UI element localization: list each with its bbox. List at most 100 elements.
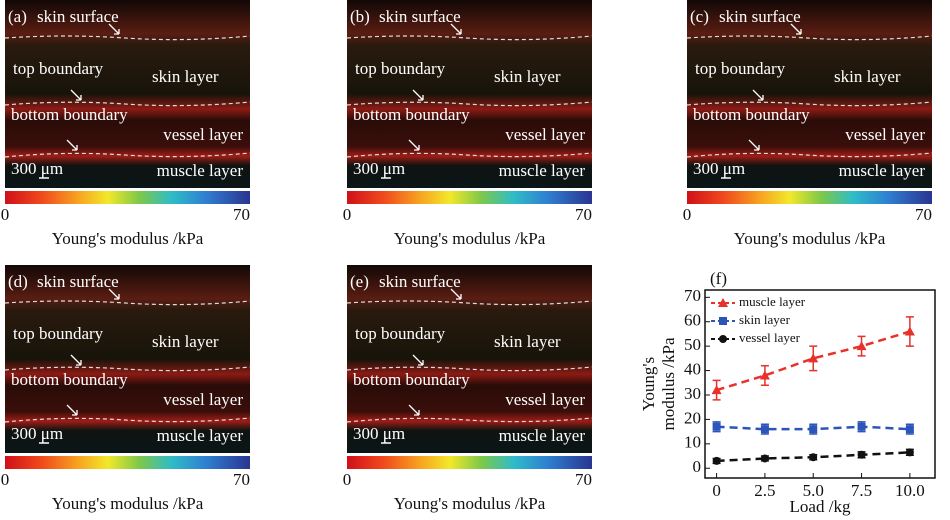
point — [719, 317, 727, 325]
boundary-line — [4, 101, 251, 107]
tissue-image — [687, 0, 932, 188]
arrow — [790, 23, 802, 35]
colorbar — [5, 191, 250, 204]
panel: (d) skin surface top boundary skin layer bot… — [1, 265, 251, 513]
series-line — [716, 330, 911, 392]
arrow — [70, 89, 82, 101]
point — [904, 326, 915, 336]
point — [711, 385, 722, 395]
colorbar — [347, 456, 592, 469]
annotation: top boundary — [13, 324, 104, 343]
annotation: top boundary — [355, 324, 446, 343]
arrow — [408, 404, 420, 416]
boundary-line — [346, 417, 593, 423]
point — [712, 422, 721, 431]
boundary-line — [4, 366, 251, 372]
arrow — [752, 89, 764, 101]
point — [718, 298, 728, 307]
y-tick-label: 70 — [684, 286, 701, 305]
x-tick-label: 2.5 — [754, 481, 775, 500]
annotation: 300 μm — [693, 159, 745, 178]
colorbar-tick-label: 0 — [343, 470, 352, 489]
annotation: bottom boundary — [353, 105, 470, 124]
point — [809, 453, 818, 462]
panel: (e) skin surface top boundary skin layer bot… — [343, 265, 593, 513]
y-tick-label: 0 — [693, 457, 702, 476]
x-tick-label: 5.0 — [803, 481, 824, 500]
annotation: 300 μm — [11, 424, 63, 443]
tissue-image — [347, 265, 592, 453]
colorbar-label: Young's modulus /kPa — [52, 229, 204, 248]
colorbar — [687, 191, 932, 204]
arrow — [66, 139, 78, 151]
point — [809, 425, 818, 434]
legend-label: muscle layer — [739, 294, 806, 309]
point — [759, 370, 770, 380]
annotation: vessel layer — [845, 125, 925, 144]
arrow — [412, 354, 424, 366]
boundary-line — [4, 152, 251, 158]
annotation: skin layer — [834, 67, 901, 86]
x-tick-label: 10.0 — [895, 481, 925, 500]
tissue-image — [347, 0, 592, 188]
arrow — [450, 288, 462, 300]
arrow — [66, 404, 78, 416]
y-tick-label: 40 — [684, 359, 701, 378]
point — [857, 450, 866, 459]
arrow — [70, 354, 82, 366]
arrow — [108, 23, 120, 35]
annotation: vessel layer — [163, 390, 243, 409]
point — [905, 448, 914, 457]
y-tick-label: 20 — [684, 408, 701, 427]
colorbar-tick-label: 70 — [915, 205, 932, 224]
x-axis-label: Load /kg — [790, 497, 851, 516]
annotation: skin layer — [152, 332, 219, 351]
boundary-line — [346, 152, 593, 158]
legend-label: skin layer — [739, 312, 791, 327]
boundary-line — [346, 300, 593, 306]
annotation: skin layer — [494, 332, 561, 351]
annotation: muscle layer — [839, 161, 926, 180]
plot-frame — [704, 289, 936, 479]
annotation: 300 μm — [353, 159, 405, 178]
legend-label: vessel layer — [739, 330, 801, 345]
tissue-image — [5, 0, 250, 188]
annotation: top boundary — [695, 59, 786, 78]
panel-label: (f) — [710, 269, 727, 288]
arrow — [108, 288, 120, 300]
boundary-line — [686, 101, 933, 107]
annotation: 300 μm — [353, 424, 405, 443]
colorbar-tick-label: 70 — [233, 470, 250, 489]
panel-label: (c) — [690, 7, 709, 26]
boundary-line — [346, 101, 593, 107]
annotation: skin layer — [494, 67, 561, 86]
annotation: bottom boundary — [11, 370, 128, 389]
annotation: muscle layer — [157, 161, 244, 180]
annotation: skin layer — [152, 67, 219, 86]
y-axis-label: modulus /kPa — [659, 337, 678, 430]
annotation: muscle layer — [499, 161, 586, 180]
colorbar — [347, 191, 592, 204]
colorbar-label: Young's modulus /kPa — [734, 229, 886, 248]
point — [719, 335, 727, 343]
x-tick-label: 0 — [712, 481, 721, 500]
boundary-line — [4, 35, 251, 41]
arrow — [408, 139, 420, 151]
annotation: skin surface — [379, 272, 461, 291]
arrow — [450, 23, 462, 35]
panel-label: (b) — [350, 7, 370, 26]
panel: (a) skin surface top boundary skin layer bot… — [1, 0, 251, 248]
panel-label: (d) — [8, 272, 28, 291]
annotation: vessel layer — [163, 125, 243, 144]
point — [760, 454, 769, 463]
annotation: bottom boundary — [11, 105, 128, 124]
annotation: top boundary — [13, 59, 104, 78]
colorbar-tick-label: 0 — [1, 470, 10, 489]
colorbar-tick-label: 0 — [1, 205, 10, 224]
colorbar — [5, 456, 250, 469]
annotation: muscle layer — [499, 426, 586, 445]
colorbar-tick-label: 0 — [683, 205, 692, 224]
y-tick-label: 10 — [684, 433, 701, 452]
annotation: skin surface — [37, 272, 119, 291]
